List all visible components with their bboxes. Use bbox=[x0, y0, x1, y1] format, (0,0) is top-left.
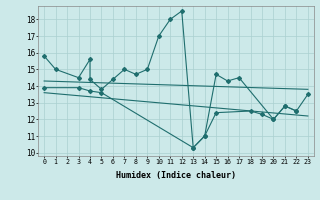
X-axis label: Humidex (Indice chaleur): Humidex (Indice chaleur) bbox=[116, 171, 236, 180]
